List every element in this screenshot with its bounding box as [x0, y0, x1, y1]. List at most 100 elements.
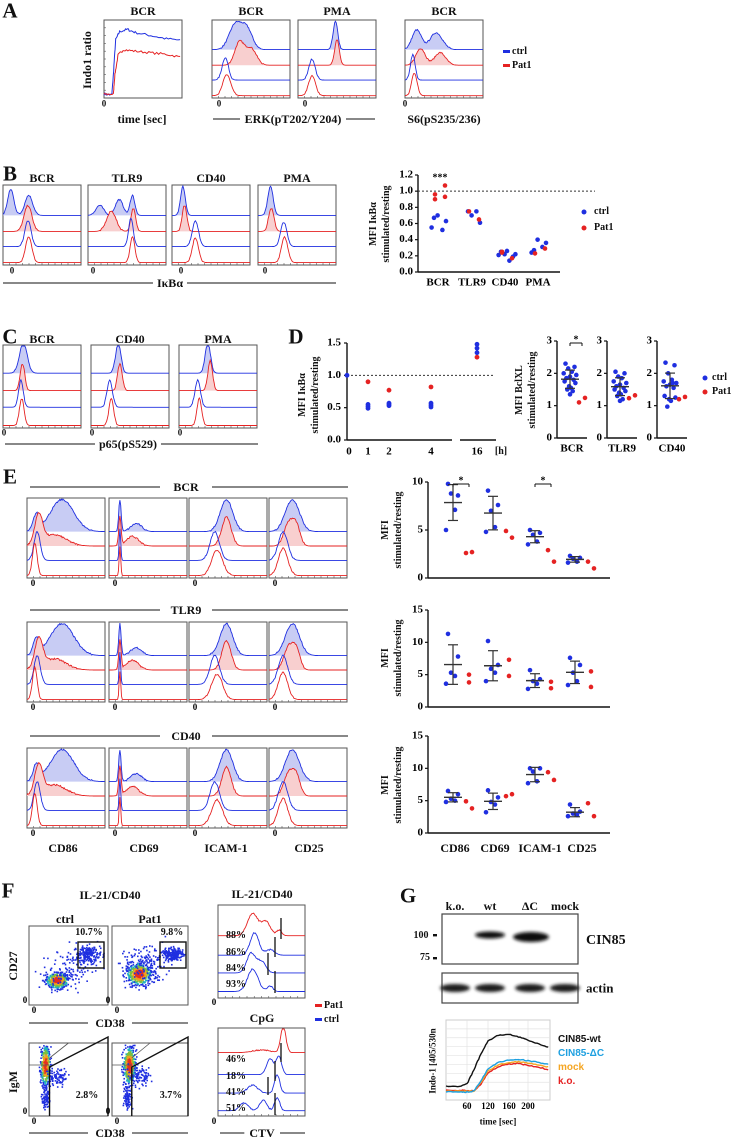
event-dot — [165, 950, 168, 952]
event-dot — [141, 1083, 143, 1086]
event-dot — [47, 1058, 50, 1060]
indo-ylabel: Indo1 ratio — [80, 31, 94, 89]
event-dot — [145, 955, 147, 957]
event-dot — [162, 978, 164, 981]
event-dot — [128, 983, 131, 986]
c-histogram-bcr-frame — [2, 344, 82, 429]
event-dot — [125, 1059, 127, 1062]
histogram-trace — [109, 528, 187, 561]
event-dot — [46, 978, 48, 980]
event-dot — [131, 975, 134, 977]
event-dot — [134, 1071, 136, 1074]
event-dot — [155, 967, 157, 970]
event-dot — [152, 973, 154, 976]
event-dot — [71, 974, 74, 976]
event-dot — [63, 1078, 66, 1081]
event-dot — [42, 979, 44, 982]
event-dot — [58, 974, 61, 977]
event-dot — [90, 954, 93, 957]
event-dot — [133, 1058, 136, 1061]
event-dot — [68, 971, 71, 974]
event-dot — [43, 1045, 45, 1047]
x-tick-label: 200 — [521, 1101, 535, 1111]
event-dot — [124, 1044, 127, 1047]
g-cin85-label: CIN85 — [586, 933, 626, 948]
event-dot — [134, 982, 137, 984]
event-dot — [127, 979, 130, 982]
event-dot — [45, 979, 48, 981]
event-dot — [65, 971, 68, 973]
event-dot — [125, 1055, 128, 1058]
histogram-trace — [26, 635, 105, 671]
event-dot — [67, 977, 69, 980]
event-dot — [54, 1073, 57, 1076]
event-dot — [128, 1094, 130, 1096]
y-tick-label: 0 — [597, 432, 603, 444]
data-point-ctrl — [572, 364, 577, 370]
data-point-pat1 — [503, 793, 509, 799]
event-dot — [41, 1075, 43, 1078]
histogram-trace — [404, 28, 483, 51]
zero-tick: 0 — [31, 702, 36, 712]
f-dotplot-cd27-ctrl — [34, 940, 105, 994]
event-dot — [167, 947, 170, 950]
y-tick-label: 2 — [547, 367, 553, 379]
f-igm-pct-pat1: 3.7% — [159, 1090, 183, 1101]
event-dot — [53, 1074, 56, 1076]
event-dot — [143, 946, 146, 948]
event-dot — [43, 1052, 46, 1055]
zero-tick: 0 — [89, 427, 95, 438]
event-dot — [41, 1098, 43, 1100]
event-dot — [78, 981, 80, 984]
data-point-ctrl — [574, 372, 579, 378]
event-dot — [44, 1074, 46, 1077]
event-dot — [176, 953, 178, 956]
data-point-pat1 — [503, 528, 509, 534]
event-dot — [138, 962, 140, 965]
event-dot — [128, 1068, 130, 1071]
event-dot — [43, 1064, 46, 1067]
b-histogram-bcr-frame — [2, 184, 82, 266]
event-dot — [138, 974, 141, 977]
event-dot — [121, 1053, 123, 1056]
event-dot — [125, 1067, 127, 1069]
e-histogram-cd40-cd25 — [268, 749, 347, 827]
event-dot — [43, 1051, 45, 1054]
event-dot — [45, 1103, 48, 1106]
b-histogram-tlr9 — [87, 194, 166, 264]
event-dot — [82, 961, 85, 963]
event-dot — [56, 984, 59, 987]
event-dot — [163, 950, 166, 953]
event-dot — [132, 1069, 135, 1071]
event-dot — [145, 1069, 148, 1071]
event-dot — [148, 977, 150, 980]
event-dot — [134, 953, 136, 955]
event-dot — [62, 1074, 64, 1076]
event-dot — [51, 989, 53, 991]
event-dot — [86, 980, 88, 982]
event-dot — [168, 949, 170, 951]
y-tick-label: 15 — [412, 604, 424, 616]
d-ylabel-2: stimulated/resting — [310, 356, 321, 434]
data-point-pat1 — [676, 396, 682, 402]
mw-marker-75 — [433, 957, 437, 960]
event-dot — [136, 955, 139, 958]
event-dot — [44, 974, 47, 976]
event-dot — [47, 1081, 49, 1084]
event-dot — [129, 1061, 132, 1064]
event-dot — [143, 956, 146, 959]
event-dot — [130, 1063, 133, 1065]
event-dot — [82, 967, 85, 970]
event-dot — [139, 964, 141, 966]
event-dot — [136, 974, 138, 977]
event-dot — [145, 972, 147, 974]
e-hist-label-icam1: ICAM-1 — [204, 841, 248, 855]
event-dot — [62, 975, 65, 978]
event-dot — [126, 1073, 129, 1076]
data-point-pat1 — [626, 395, 632, 401]
f-gate-pct-ctrl: 10.7% — [75, 927, 103, 938]
event-dot — [91, 951, 94, 954]
data-point-ctrl — [537, 766, 543, 771]
histogram-trace — [26, 665, 105, 701]
histogram-trace — [212, 39, 290, 66]
